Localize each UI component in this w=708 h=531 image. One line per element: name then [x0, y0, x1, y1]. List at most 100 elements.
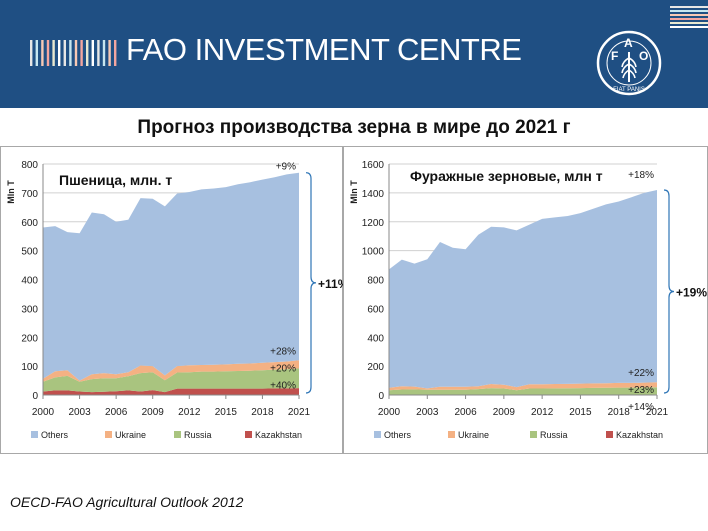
y-tick-label: 600 — [367, 304, 384, 315]
y-tick-label: 800 — [367, 276, 384, 287]
growth-label-ukraine: +22% — [628, 368, 654, 379]
growth-label-russia: +20% — [270, 363, 296, 374]
total-growth-brace — [663, 189, 675, 394]
corner-stripe — [670, 14, 708, 16]
legend-label-kazakhstan: Kazakhstan — [616, 430, 663, 440]
y-tick-label: 100 — [21, 362, 38, 373]
x-tick-label: 2009 — [493, 407, 516, 418]
growth-label-total-top: +9% — [276, 162, 296, 173]
legend-swatch-russia — [530, 431, 537, 438]
chart-title-box — [404, 166, 609, 187]
y-axis-label: Mln T — [6, 180, 16, 204]
y-tick-label: 1000 — [362, 247, 385, 258]
svg-text:A: A — [624, 36, 633, 50]
corner-stripe — [670, 6, 708, 8]
legend-label-ukraine: Ukraine — [458, 430, 489, 440]
x-tick-label: 2003 — [68, 407, 91, 418]
brand-stripe — [114, 40, 117, 66]
area-kazakhstan — [43, 388, 299, 395]
x-tick-label: 2006 — [105, 407, 128, 418]
svg-text:F: F — [611, 49, 618, 63]
corner-stripe — [670, 22, 708, 24]
growth-label-ukraine: +28% — [270, 346, 296, 357]
x-tick-label: 2012 — [531, 407, 554, 418]
total-growth-label: +11% — [318, 277, 344, 291]
legend-label-russia: Russia — [540, 430, 568, 440]
y-tick-label: 400 — [21, 276, 38, 287]
growth-label-russia: +23% — [628, 385, 654, 396]
y-tick-label: 800 — [21, 160, 38, 171]
legend-swatch-ukraine — [448, 431, 455, 438]
svg-text:O: O — [639, 49, 648, 63]
legend-swatch-kazakhstan — [245, 431, 252, 438]
brand-stripe — [80, 40, 83, 66]
x-tick-label: 2018 — [608, 407, 631, 418]
legend-swatch-others — [31, 431, 38, 438]
corner-stripe — [670, 18, 708, 20]
wheat-chart-panel: 0 100 200 300 400 500 600 700 800 2000 2003 2006 200… — [0, 146, 344, 454]
growth-label-kazakhstan: +14% — [628, 402, 654, 413]
x-tick-label: 2015 — [569, 407, 592, 418]
y-tick-label: 200 — [367, 362, 384, 373]
legend-swatch-ukraine — [105, 431, 112, 438]
brand-stripe — [108, 40, 111, 66]
brand-stripe — [102, 40, 106, 66]
brand-stripe — [91, 40, 94, 66]
chart-title: Пшеница, млн. т — [59, 172, 172, 188]
wheat-production-chart: 0 100 200 300 400 500 600 700 800 2000 2003 2006 200… — [6, 160, 344, 440]
x-tick-label: 2018 — [251, 407, 274, 418]
corner-stripe — [670, 26, 708, 28]
y-tick-label: 300 — [21, 304, 38, 315]
brand-stripe — [35, 40, 38, 66]
brand-stripe — [86, 40, 89, 66]
x-tick-label: 2000 — [378, 407, 401, 418]
area-russia — [389, 387, 657, 395]
y-tick-label: 400 — [367, 333, 384, 344]
slide-title: Прогноз производства зерна в мире до 202… — [137, 117, 571, 138]
chart-title-box — [53, 170, 179, 191]
feed-grain-chart-panel: 0 200 400 600 800 1000 1200 1400 1600 2000 2003 200… — [343, 146, 708, 454]
x-tick-label: 2000 — [32, 407, 55, 418]
brand-stripe — [74, 40, 78, 66]
brand-stripes-graphic — [30, 40, 117, 66]
x-tick-label: 2015 — [215, 407, 238, 418]
y-tick-label: 500 — [21, 247, 38, 258]
legend-label-ukraine: Ukraine — [115, 430, 146, 440]
total-growth-label: +19% — [676, 285, 707, 299]
y-tick-label: 700 — [21, 189, 38, 200]
legend-label-others: Others — [41, 430, 69, 440]
brand-stripe — [69, 40, 72, 66]
x-tick-label: 2006 — [454, 407, 477, 418]
y-tick-label: 1200 — [362, 218, 385, 229]
area-others — [43, 172, 299, 381]
legend-label-others: Others — [384, 430, 412, 440]
brand-stripe — [46, 40, 50, 66]
brand-name: FAO INVESTMENT CENTRE — [126, 32, 522, 67]
brand-stripe — [97, 40, 100, 66]
x-tick-label: 2021 — [646, 407, 669, 418]
feed-grain-production-chart: 0 200 400 600 800 1000 1200 1400 1600 2000 2003 200… — [349, 160, 707, 440]
y-tick-label: 0 — [378, 391, 384, 402]
area-ukraine — [43, 360, 299, 382]
legend-swatch-kazakhstan — [606, 431, 613, 438]
legend-label-russia: Russia — [184, 430, 212, 440]
fao-logo: F A O FIAT PANIS — [596, 30, 662, 96]
legend-label-kazakhstan: Kazakhstan — [255, 430, 302, 440]
source-note: OECD-FAO Agricultural Outlook 2012 — [10, 494, 244, 510]
growth-label-kazakhstan: +40% — [270, 380, 296, 391]
y-axis-label: Mln T — [349, 180, 359, 204]
corner-stripes-graphic — [670, 6, 708, 28]
legend-swatch-others — [374, 431, 381, 438]
brand-stripe — [63, 40, 66, 66]
brand-stripe — [52, 40, 55, 66]
x-tick-label: 2012 — [178, 407, 201, 418]
corner-stripe — [670, 10, 708, 12]
y-tick-label: 200 — [21, 333, 38, 344]
y-tick-label: 600 — [21, 218, 38, 229]
brand-stripe — [58, 40, 61, 66]
brand-stripe — [41, 40, 44, 66]
area-others — [389, 190, 657, 389]
area-russia — [43, 368, 299, 393]
legend-swatch-russia — [174, 431, 181, 438]
x-tick-label: 2003 — [416, 407, 439, 418]
